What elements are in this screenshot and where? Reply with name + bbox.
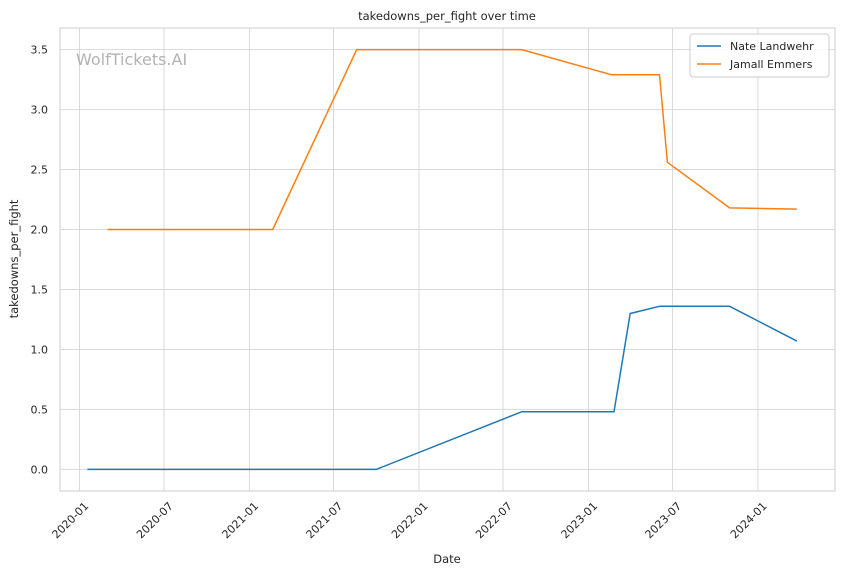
legend-label-nate-landwehr: Nate Landwehr xyxy=(730,40,814,53)
x-axis-title: Date xyxy=(433,552,461,566)
x-tick-label: 2020-07 xyxy=(134,500,176,542)
y-tick-label: 0.0 xyxy=(31,463,49,476)
y-tick-label: 2.0 xyxy=(31,224,49,237)
x-tick-label: 2022-01 xyxy=(389,500,431,542)
y-tick-label: 0.5 xyxy=(31,403,49,416)
x-axis: 2020-01 2020-07 2021-01 2021-07 2022-01 2022-… xyxy=(50,500,770,542)
x-tick-label: 2020-01 xyxy=(50,500,92,542)
legend-box xyxy=(689,33,830,78)
y-tick-label: 2.5 xyxy=(31,164,49,177)
x-tick-label: 2021-01 xyxy=(220,500,262,542)
legend: Nate Landwehr Jamall Emmers xyxy=(689,33,830,78)
y-tick-label: 1.5 xyxy=(31,283,49,296)
y-axis: 0.0 0.5 1.0 1.5 2.0 2.5 3.0 3.5 xyxy=(31,44,49,477)
plot-area xyxy=(59,27,836,492)
series-line-nate-landwehr xyxy=(87,305,798,471)
x-tick-label: 2023-01 xyxy=(559,500,601,542)
series-line-jamall-emmers xyxy=(107,48,797,231)
x-tick-label: 2022-07 xyxy=(473,500,515,542)
chart-title: takedowns_per_fight over time xyxy=(358,9,536,23)
grid-lines xyxy=(60,28,835,491)
y-axis-title: takedowns_per_fight xyxy=(7,199,21,318)
watermark: WolfTickets.AI xyxy=(76,50,187,69)
x-tick-label: 2021-07 xyxy=(304,500,346,542)
y-tick-label: 3.5 xyxy=(31,44,49,57)
series-layer xyxy=(87,48,798,471)
y-tick-label: 3.0 xyxy=(31,104,49,117)
y-tick-label: 1.0 xyxy=(31,343,49,356)
legend-label-jamall-emmers: Jamall Emmers xyxy=(729,58,813,71)
x-tick-label: 2024-01 xyxy=(728,500,770,542)
x-tick-label: 2023-07 xyxy=(643,500,685,542)
